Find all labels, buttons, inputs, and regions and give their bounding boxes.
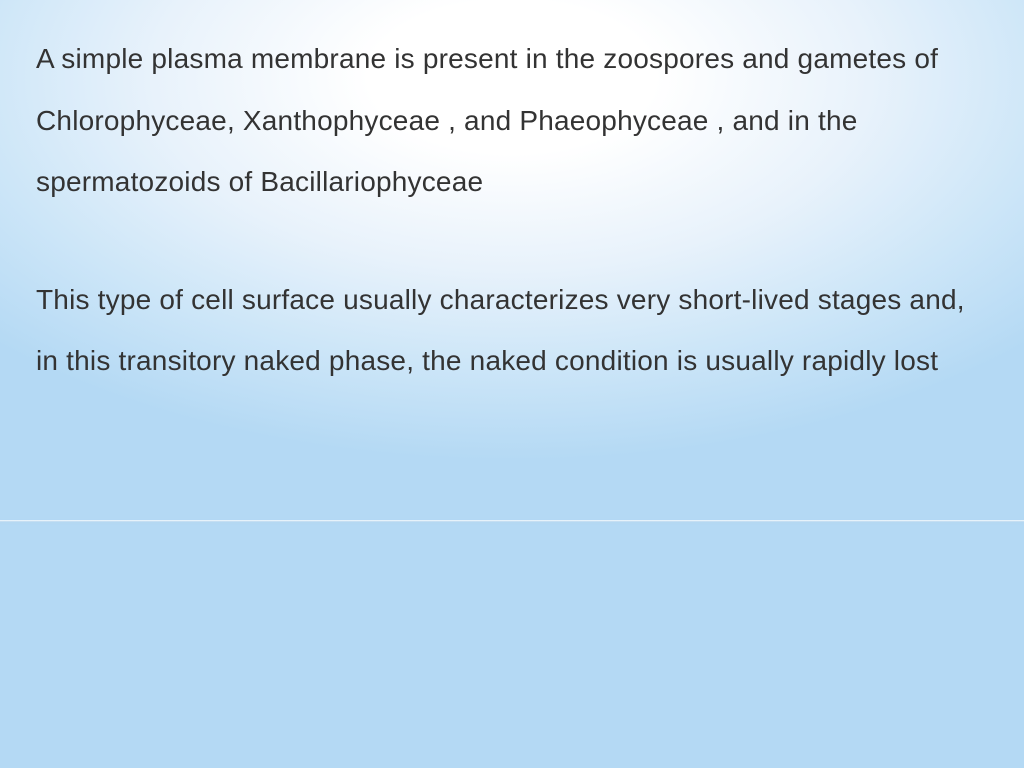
slide-body: A simple plasma membrane is present in t… (0, 0, 1024, 768)
paragraph-1: A simple plasma membrane is present in t… (36, 28, 988, 213)
paragraph-2: This type of cell surface usually charac… (36, 269, 988, 392)
